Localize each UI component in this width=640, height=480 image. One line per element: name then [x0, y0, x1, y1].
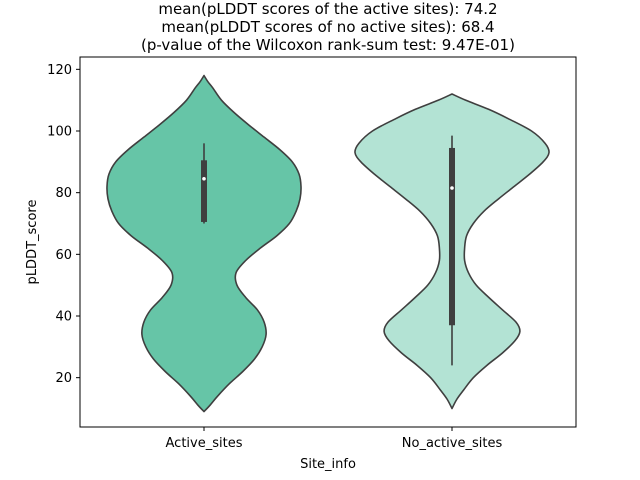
title-line-3: (p-value of the Wilcoxon rank-sum test: … — [141, 36, 515, 54]
iqr-box — [449, 147, 455, 326]
y-axis: 20 40 60 80 100 120 — [47, 63, 80, 386]
x-axis: Active_sites No_active_sites — [166, 427, 503, 451]
violins-layer — [106, 74, 550, 413]
y-tick-label: 100 — [47, 125, 72, 140]
median-marker — [202, 176, 206, 181]
chart-title: mean(pLDDT scores of the active sites): … — [141, 0, 515, 54]
violin-active-sites — [106, 74, 302, 413]
title-line-2: mean(pLDDT scores of no active sites): 6… — [161, 18, 494, 36]
x-axis-label: Site_info — [300, 457, 356, 472]
title-line-1: mean(pLDDT scores of the active sites): … — [158, 0, 497, 18]
y-tick-label: 60 — [55, 248, 72, 263]
y-tick-label: 120 — [47, 63, 72, 78]
median-marker — [450, 186, 454, 190]
y-tick-label: 80 — [55, 186, 72, 201]
violin-body — [106, 74, 302, 413]
y-tick-label: 40 — [55, 310, 72, 325]
x-tick-label-active-sites: Active_sites — [166, 436, 243, 451]
y-tick-label: 20 — [55, 371, 72, 386]
y-axis-label: pLDDT_score — [25, 200, 40, 285]
x-tick-label-no-active-sites: No_active_sites — [402, 436, 503, 451]
plot-area-frame — [79, 56, 577, 428]
violin-no-active-sites — [354, 93, 550, 410]
iqr-box — [201, 160, 207, 222]
